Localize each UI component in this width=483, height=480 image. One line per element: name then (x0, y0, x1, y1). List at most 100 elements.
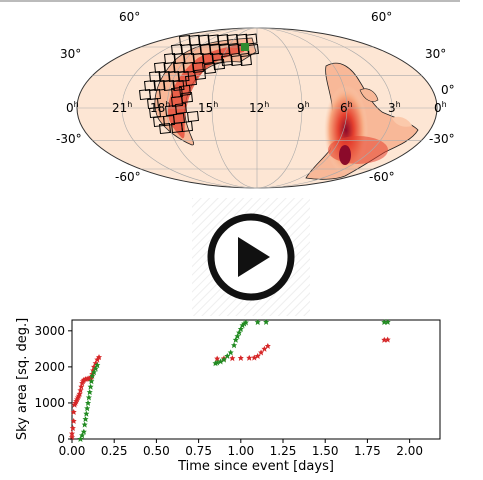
data-point-series-0 (264, 342, 271, 349)
y-axis-label: Sky area [sq. deg.] (15, 318, 30, 440)
observation-tiles (139, 33, 259, 135)
y-tick-label: 1000 (34, 396, 65, 410)
data-point-series-1 (212, 360, 219, 367)
x-tick-label: 0.25 (101, 444, 128, 458)
x-axis-label: Time since event [days] (177, 459, 334, 474)
observation-tile (217, 34, 229, 46)
lat-label-neg60-right: -60° (369, 170, 395, 184)
observation-tile (175, 102, 187, 115)
data-point-series-1 (88, 378, 95, 385)
data-point-series-1 (79, 432, 86, 439)
data-point-series-0 (96, 354, 103, 361)
data-point-series-0 (85, 375, 92, 382)
lat-label-neg60-left: -60° (115, 170, 141, 184)
observation-tile (187, 110, 199, 123)
data-point-series-0 (214, 355, 221, 362)
sky-map: 60° 60° 30° 30° 0° -30° -30° -60° -60° 0… (56, 10, 455, 189)
data-point-series-1 (263, 318, 270, 325)
data-point-series-1 (254, 319, 261, 326)
lat-label-neg30-left: -30° (56, 132, 82, 146)
data-point-series-1 (234, 333, 241, 340)
island-contour (359, 88, 379, 102)
observation-tile (179, 84, 191, 97)
y-tick-label: 0 (57, 432, 65, 446)
data-point-series-1 (81, 421, 88, 428)
data-point-series-0 (251, 354, 258, 361)
data-point-series-0 (76, 390, 83, 397)
data-point-series-1 (84, 405, 91, 412)
data-point-series-1 (80, 428, 87, 435)
lat-label-0-right: 0° (441, 83, 455, 97)
data-point-series-0 (78, 383, 85, 390)
data-point-series-1 (92, 365, 99, 372)
x-tick-label: 0.75 (185, 444, 212, 458)
data-point-series-1 (87, 383, 94, 390)
observation-tile (207, 34, 220, 46)
ra-label-ra-15: 15h (198, 100, 218, 115)
observation-tile (240, 54, 252, 67)
data-point-series-1 (85, 394, 92, 401)
observation-tile (226, 33, 239, 46)
data-point-series-0 (246, 354, 253, 361)
x-tick-label: 1.00 (227, 444, 254, 458)
observation-tile (230, 54, 243, 67)
play-icon[interactable] (192, 198, 310, 316)
data-point-series-0 (82, 376, 89, 383)
data-point-series-1 (232, 336, 239, 343)
observation-tile (182, 61, 195, 74)
data-point-series-1 (224, 353, 231, 360)
data-point-series-0 (84, 375, 91, 382)
data-point-series-0 (237, 355, 244, 362)
ra-label-ra-21: 21h (112, 100, 132, 115)
data-point-series-1 (237, 326, 244, 333)
chart-axes: 0.00 0.25 0.50 0.75 1.00 1.25 1.50 1.75 2.00 0 100… (34, 324, 423, 458)
x-tick-label: 1.75 (354, 444, 381, 458)
data-point-series-1 (83, 410, 90, 417)
data-point-series-1 (384, 318, 391, 325)
data-point-series-1 (381, 319, 388, 326)
observation-tile (172, 79, 185, 92)
faint-patch (392, 116, 412, 127)
ra-label-ra-0-right: 0h (434, 100, 447, 115)
data-point-series-0 (384, 336, 391, 343)
lat-label-30-left: 30° (60, 47, 81, 61)
data-point-series-1 (85, 399, 92, 406)
y-tick-label: 3000 (34, 324, 65, 338)
data-point-series-1 (242, 319, 249, 326)
observation-tile (194, 68, 206, 81)
observation-tile (228, 43, 240, 56)
lat-label-60-right: 60° (371, 10, 392, 24)
data-point-series-0 (258, 349, 265, 356)
data-point-series-0 (69, 430, 75, 437)
data-point-series-1 (77, 436, 84, 442)
lat-label-neg30-right: -30° (429, 132, 455, 146)
data-point-series-1 (82, 416, 89, 423)
observation-tile (181, 120, 193, 133)
data-point-series-1 (241, 320, 248, 327)
observation-tile (192, 61, 204, 74)
observation-tile (185, 74, 197, 87)
data-point-series-0 (70, 417, 77, 424)
lat-label-60-left: 60° (119, 10, 140, 24)
area-vs-time-chart: 0.00 0.25 0.50 0.75 1.00 1.25 1.50 1.75 2.00 0 100… (15, 318, 441, 474)
chart-points (69, 318, 391, 442)
data-point-series-1 (217, 358, 224, 365)
ra-label-ra-12: 12h (249, 100, 269, 115)
observation-tile (163, 79, 175, 92)
data-point-series-1 (220, 356, 227, 363)
observation-tile (218, 43, 231, 56)
data-point-series-0 (381, 336, 388, 343)
data-point-series-0 (77, 387, 84, 394)
data-point-series-1 (89, 372, 96, 379)
top-divider (0, 0, 460, 2)
play-overlay[interactable] (192, 198, 310, 316)
data-point-series-1 (90, 369, 97, 376)
data-point-series-1 (86, 389, 93, 396)
observation-tile (245, 33, 258, 45)
data-point-series-1 (94, 362, 101, 369)
data-point-series-0 (254, 353, 261, 360)
data-point-series-0 (261, 345, 268, 352)
peak-spot (339, 145, 351, 165)
observed-tile (241, 43, 249, 51)
data-point-series-1 (227, 349, 234, 356)
